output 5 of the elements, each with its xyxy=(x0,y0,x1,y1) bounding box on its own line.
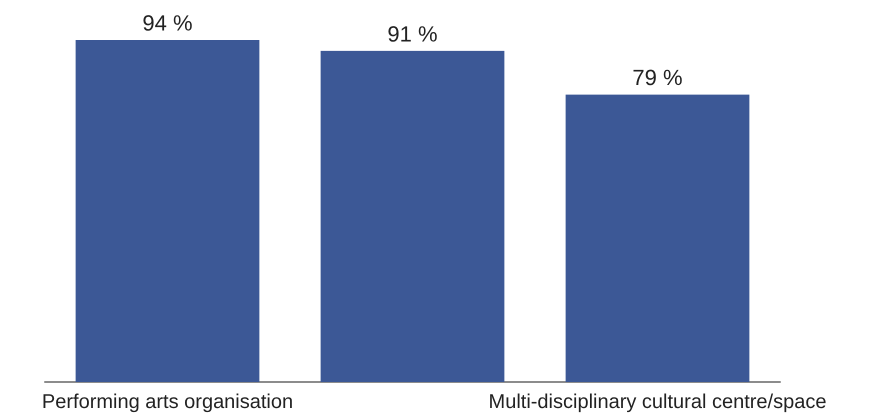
x-tick-label: Performing arts organisation xyxy=(42,391,294,413)
data-label: 94 % xyxy=(142,10,193,36)
data-label: 91 % xyxy=(387,21,438,46)
x-tick-label: Multi-disciplinary cultural centre/space xyxy=(488,391,826,413)
data-label: 79 % xyxy=(632,65,683,90)
